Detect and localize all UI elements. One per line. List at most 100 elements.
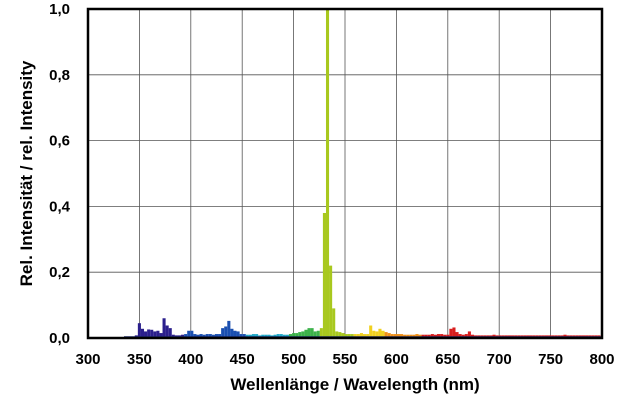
x-tick-label: 300 <box>75 351 100 368</box>
spectrum-bar <box>214 334 219 338</box>
spectrum-bar <box>224 326 228 338</box>
spectrum-bar <box>276 334 280 338</box>
spectrum-bar <box>255 334 259 338</box>
spectrum-bar <box>199 334 203 338</box>
spectrum-bar <box>307 328 311 338</box>
plot-frame <box>86 7 604 340</box>
spectrum-bar <box>159 333 163 338</box>
spectrum-bars <box>134 9 601 338</box>
spectrum-bar <box>375 331 379 338</box>
spectrum-bar <box>464 334 468 338</box>
spectrum-bar <box>430 334 434 338</box>
spectrum-bar <box>251 334 256 338</box>
spectrum-bar <box>359 333 363 338</box>
spectrum-bar <box>437 334 441 338</box>
spectrum-bar <box>184 334 188 338</box>
spectrum-bar <box>137 323 141 338</box>
spectrum-bar <box>227 320 231 338</box>
spectrum-bar <box>144 331 148 338</box>
spectrum-bar <box>295 333 299 338</box>
x-tick-label: 800 <box>589 351 614 368</box>
x-tick-label: 600 <box>384 351 409 368</box>
spectrum-bar <box>140 328 145 338</box>
x-tick-label: 400 <box>178 351 203 368</box>
y-axis-title: Rel. Intensität / rel. Intensity <box>17 60 36 286</box>
y-tick-label: 0,0 <box>49 330 70 347</box>
spectrum-bar <box>350 334 354 338</box>
x-tick-label: 650 <box>435 351 460 368</box>
spectrum-bar <box>233 330 237 338</box>
x-axis-title: Wellenlänge / Wavelength (nm) <box>230 375 479 394</box>
x-tick-label: 450 <box>230 351 255 368</box>
spectrum-bar <box>288 334 293 338</box>
spectrum-bar <box>190 330 194 338</box>
spectrum-bar <box>298 332 302 338</box>
spectrum-bar <box>335 331 339 338</box>
spectrum-bar <box>313 331 317 338</box>
spectrum-bar <box>279 334 283 338</box>
spectrum-bar <box>449 328 453 338</box>
spectrum-bar <box>344 334 348 338</box>
spectrum-bar <box>372 330 376 338</box>
spectrum-bar <box>455 332 459 338</box>
spectrum-bar <box>415 334 419 338</box>
spectrum-bar <box>325 9 330 338</box>
spectrum-bar <box>304 329 308 338</box>
x-tick-label: 350 <box>127 351 152 368</box>
spectrum-bar <box>452 327 456 338</box>
x-tick-label: 750 <box>538 351 563 368</box>
spectrum-bar <box>353 334 357 338</box>
spectrum-bar <box>156 330 160 338</box>
spectrum-bar <box>338 332 342 338</box>
spectrum-bar <box>168 328 172 338</box>
spectrum-bar <box>221 328 225 338</box>
spectrum-bar <box>356 334 360 338</box>
spectrum-bar <box>384 332 388 338</box>
x-tick-label: 550 <box>332 351 357 368</box>
spectrum-bar <box>162 318 166 338</box>
spectrum-bar <box>467 331 471 338</box>
spectrum-bar <box>378 328 382 338</box>
grid-lines <box>87 8 603 339</box>
spectrum-bar <box>393 334 397 338</box>
spectrum-bar <box>208 334 212 338</box>
spectrum-bar <box>387 333 391 338</box>
spectrum-bar <box>153 331 157 338</box>
spectrum-bar <box>165 325 169 338</box>
spectrum-bar <box>390 334 394 338</box>
spectrum-bar <box>329 265 333 338</box>
spectrum-bar <box>230 328 234 338</box>
x-tick-label: 700 <box>487 351 512 368</box>
spectrum-bar <box>193 334 197 338</box>
spectrum-bar <box>316 330 320 338</box>
spectrum-bar <box>396 334 400 338</box>
spectrum-bar <box>218 334 222 338</box>
spectrum-bar <box>147 329 151 338</box>
x-tick-label: 500 <box>281 351 306 368</box>
spectrum-bar <box>458 334 462 338</box>
spectrum-bar <box>366 334 370 338</box>
spectrum-bar <box>341 333 345 338</box>
spectrum-bar <box>362 334 367 338</box>
spectrum-bar <box>292 333 296 338</box>
x-tick-labels: 300 350 400 450 500 550 600 650 700 750 800 <box>75 351 614 368</box>
spectrum-bar <box>236 331 240 338</box>
spectrum-bar <box>205 334 209 338</box>
y-tick-label: 0,8 <box>49 67 70 84</box>
spectrum-bar <box>150 329 154 338</box>
y-tick-label: 0,2 <box>49 264 70 281</box>
spectrum-bar <box>322 212 326 338</box>
spectrum-bar <box>239 334 243 338</box>
spectrum-bar <box>381 330 385 338</box>
spectrum-bar <box>319 328 323 338</box>
spectrum-bar <box>399 334 404 338</box>
y-tick-label: 0,4 <box>49 198 71 215</box>
y-tick-labels: 0,0 0,2 0,4 0,6 0,8 1,0 <box>49 1 71 347</box>
spectrum-bar <box>310 328 314 338</box>
y-tick-label: 1,0 <box>49 1 70 18</box>
spectrum-bar <box>347 334 351 338</box>
spectrum-bar <box>369 325 373 338</box>
spectrum-bar <box>187 330 191 338</box>
spectrum-bar <box>440 334 444 338</box>
